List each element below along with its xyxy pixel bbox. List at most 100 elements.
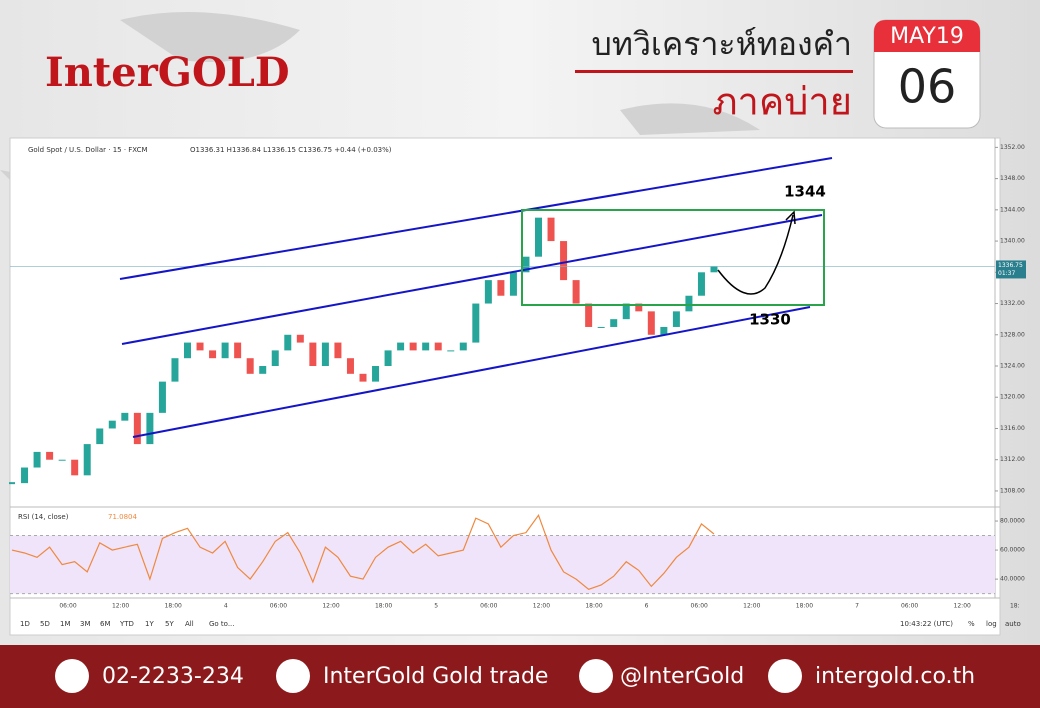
x-tick-label: 18:00	[165, 603, 182, 610]
map-shape	[0, 12, 760, 200]
candle	[560, 241, 568, 281]
candle	[158, 381, 166, 413]
channel-line	[119, 157, 833, 280]
x-tick-label: 06:00	[270, 603, 287, 610]
toolbar-button[interactable]: 3M	[80, 620, 91, 628]
candle	[647, 311, 655, 335]
candle	[184, 342, 191, 359]
candle	[522, 256, 530, 273]
toolbar-right[interactable]: log	[986, 620, 997, 628]
toolbar-button[interactable]: 5Y	[165, 620, 174, 628]
toolbar-right[interactable]: %	[968, 620, 975, 628]
x-tick-label: 6	[645, 603, 649, 610]
x-tick-label: 18:00	[375, 603, 392, 610]
drawings: 1344 1330	[119, 157, 833, 438]
rsi-title: RSI (14, close)	[18, 513, 69, 521]
candle	[46, 451, 54, 460]
candle	[672, 311, 680, 327]
x-tick-label: 06:00	[691, 603, 708, 610]
candle	[58, 459, 66, 461]
candle	[384, 350, 392, 367]
channel-line	[121, 214, 823, 345]
y-tick-label: 60.0000	[1000, 547, 1025, 554]
y-tick-label: 1308.00	[1000, 487, 1025, 494]
candle	[484, 280, 492, 304]
title-underline	[575, 70, 853, 73]
x-tick-label: 4	[224, 603, 228, 610]
candle	[96, 428, 104, 445]
range-box	[521, 209, 825, 306]
toolbar-button[interactable]: 1M	[60, 620, 71, 628]
toolbar-button[interactable]: Go to...	[209, 620, 235, 628]
x-tick-label: 06:00	[59, 603, 76, 610]
x-tick-label: 06:00	[480, 603, 497, 610]
candle	[422, 342, 430, 351]
rsi-line	[11, 513, 715, 590]
toolbar-button[interactable]: 1Y	[145, 620, 154, 628]
candle	[622, 303, 630, 320]
toolbar-button[interactable]: 6M	[100, 620, 111, 628]
candle	[372, 366, 380, 382]
footer-web: intergold.co.th	[815, 664, 975, 689]
candle	[246, 358, 254, 374]
candle	[572, 280, 580, 304]
candle	[121, 412, 129, 421]
toolbar-button[interactable]: YTD	[119, 620, 134, 628]
candle	[334, 342, 342, 359]
candle	[409, 342, 417, 351]
toolbar-right[interactable]: auto	[1005, 620, 1021, 628]
x-tick-label: 12:00	[954, 603, 971, 610]
candle	[196, 342, 204, 351]
toolbar-right[interactable]: 10:43:22 (UTC)	[900, 620, 953, 628]
candle	[133, 412, 141, 445]
annotation: 1330	[749, 311, 791, 329]
symbol-title: Gold Spot / U.S. Dollar · 15 · FXCM	[28, 146, 148, 154]
y-tick-label: 1324.00	[1000, 363, 1025, 370]
candle	[610, 319, 618, 327]
candle	[710, 266, 718, 273]
toolbar-button[interactable]: 1D	[20, 620, 30, 628]
calendar-day: 06	[898, 60, 957, 114]
candle	[359, 373, 367, 382]
projection-arrow	[717, 214, 794, 295]
y-tick-label: 1340.00	[1000, 238, 1025, 245]
candle	[146, 412, 154, 445]
candle	[346, 358, 354, 374]
calendar-top	[874, 20, 980, 52]
candle	[171, 358, 179, 382]
footer-facebook: InterGold Gold trade	[323, 664, 548, 689]
y-tick-label: 1320.00	[1000, 394, 1025, 401]
candle	[21, 467, 29, 484]
candle	[234, 342, 242, 359]
y-tick-label: 1328.00	[1000, 331, 1025, 338]
y-tick-label: 1332.00	[1000, 300, 1025, 307]
ohlc: O1336.31 H1336.84 L1336.15 C1336.75 +0.4…	[190, 146, 392, 154]
phone-icon	[55, 659, 89, 693]
candle	[547, 217, 555, 242]
candle	[397, 342, 405, 351]
y-tick-label: 80.0000	[1000, 518, 1025, 525]
candle	[434, 342, 442, 351]
candle	[108, 420, 116, 429]
last-price-box	[996, 260, 1026, 279]
y-tick-label: 1344.00	[1000, 206, 1025, 213]
channel-line	[132, 306, 811, 438]
toolbar-button[interactable]: All	[185, 620, 194, 628]
facebook-icon	[276, 659, 310, 693]
candle	[635, 303, 643, 312]
y-tick-label: 1316.00	[1000, 425, 1025, 432]
footer-line: @InterGold	[620, 664, 744, 689]
toolbar-button[interactable]: 5D	[40, 620, 50, 628]
candle	[585, 303, 593, 327]
chart-border	[9, 137, 1001, 636]
x-tick-label: 06:00	[901, 603, 918, 610]
y-tick-label: 1352.00	[1000, 144, 1025, 151]
candle	[83, 444, 91, 476]
candle	[259, 366, 267, 374]
footer	[0, 645, 1040, 708]
candle	[497, 280, 505, 296]
candle	[221, 342, 229, 359]
rsi-band	[10, 535, 995, 594]
candle	[447, 350, 455, 352]
x-tick-label: 12:00	[112, 603, 129, 610]
